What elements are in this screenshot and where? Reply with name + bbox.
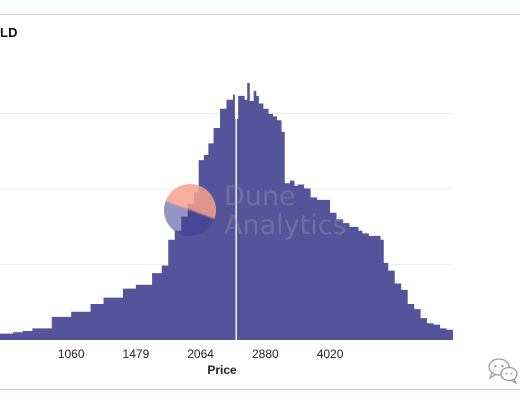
x-tick-label: 2880 [252, 347, 279, 361]
wechat-icon [488, 358, 518, 384]
x-tick-label: 1479 [123, 347, 150, 361]
area-layer [0, 83, 453, 340]
watermark-text: Dune Analytics [224, 182, 347, 240]
x-tick-layer: 1060 1479 2064 2880 4020 [58, 347, 344, 361]
distribution-area [0, 83, 453, 340]
dune-analytics-watermark: Dune Analytics [164, 182, 384, 244]
frame-top-line [0, 14, 520, 15]
chart-title: LD [0, 25, 18, 40]
x-axis-title: Price [207, 363, 237, 377]
watermark-line-2: Analytics [224, 210, 347, 241]
frame-bottom-line [0, 389, 520, 390]
x-tick-label: 4020 [317, 347, 344, 361]
watermark-line-1: Dune [224, 181, 296, 212]
x-tick-label: 2064 [187, 347, 214, 361]
x-tick-label: 1060 [58, 347, 85, 361]
dune-logo-icon [164, 184, 216, 236]
